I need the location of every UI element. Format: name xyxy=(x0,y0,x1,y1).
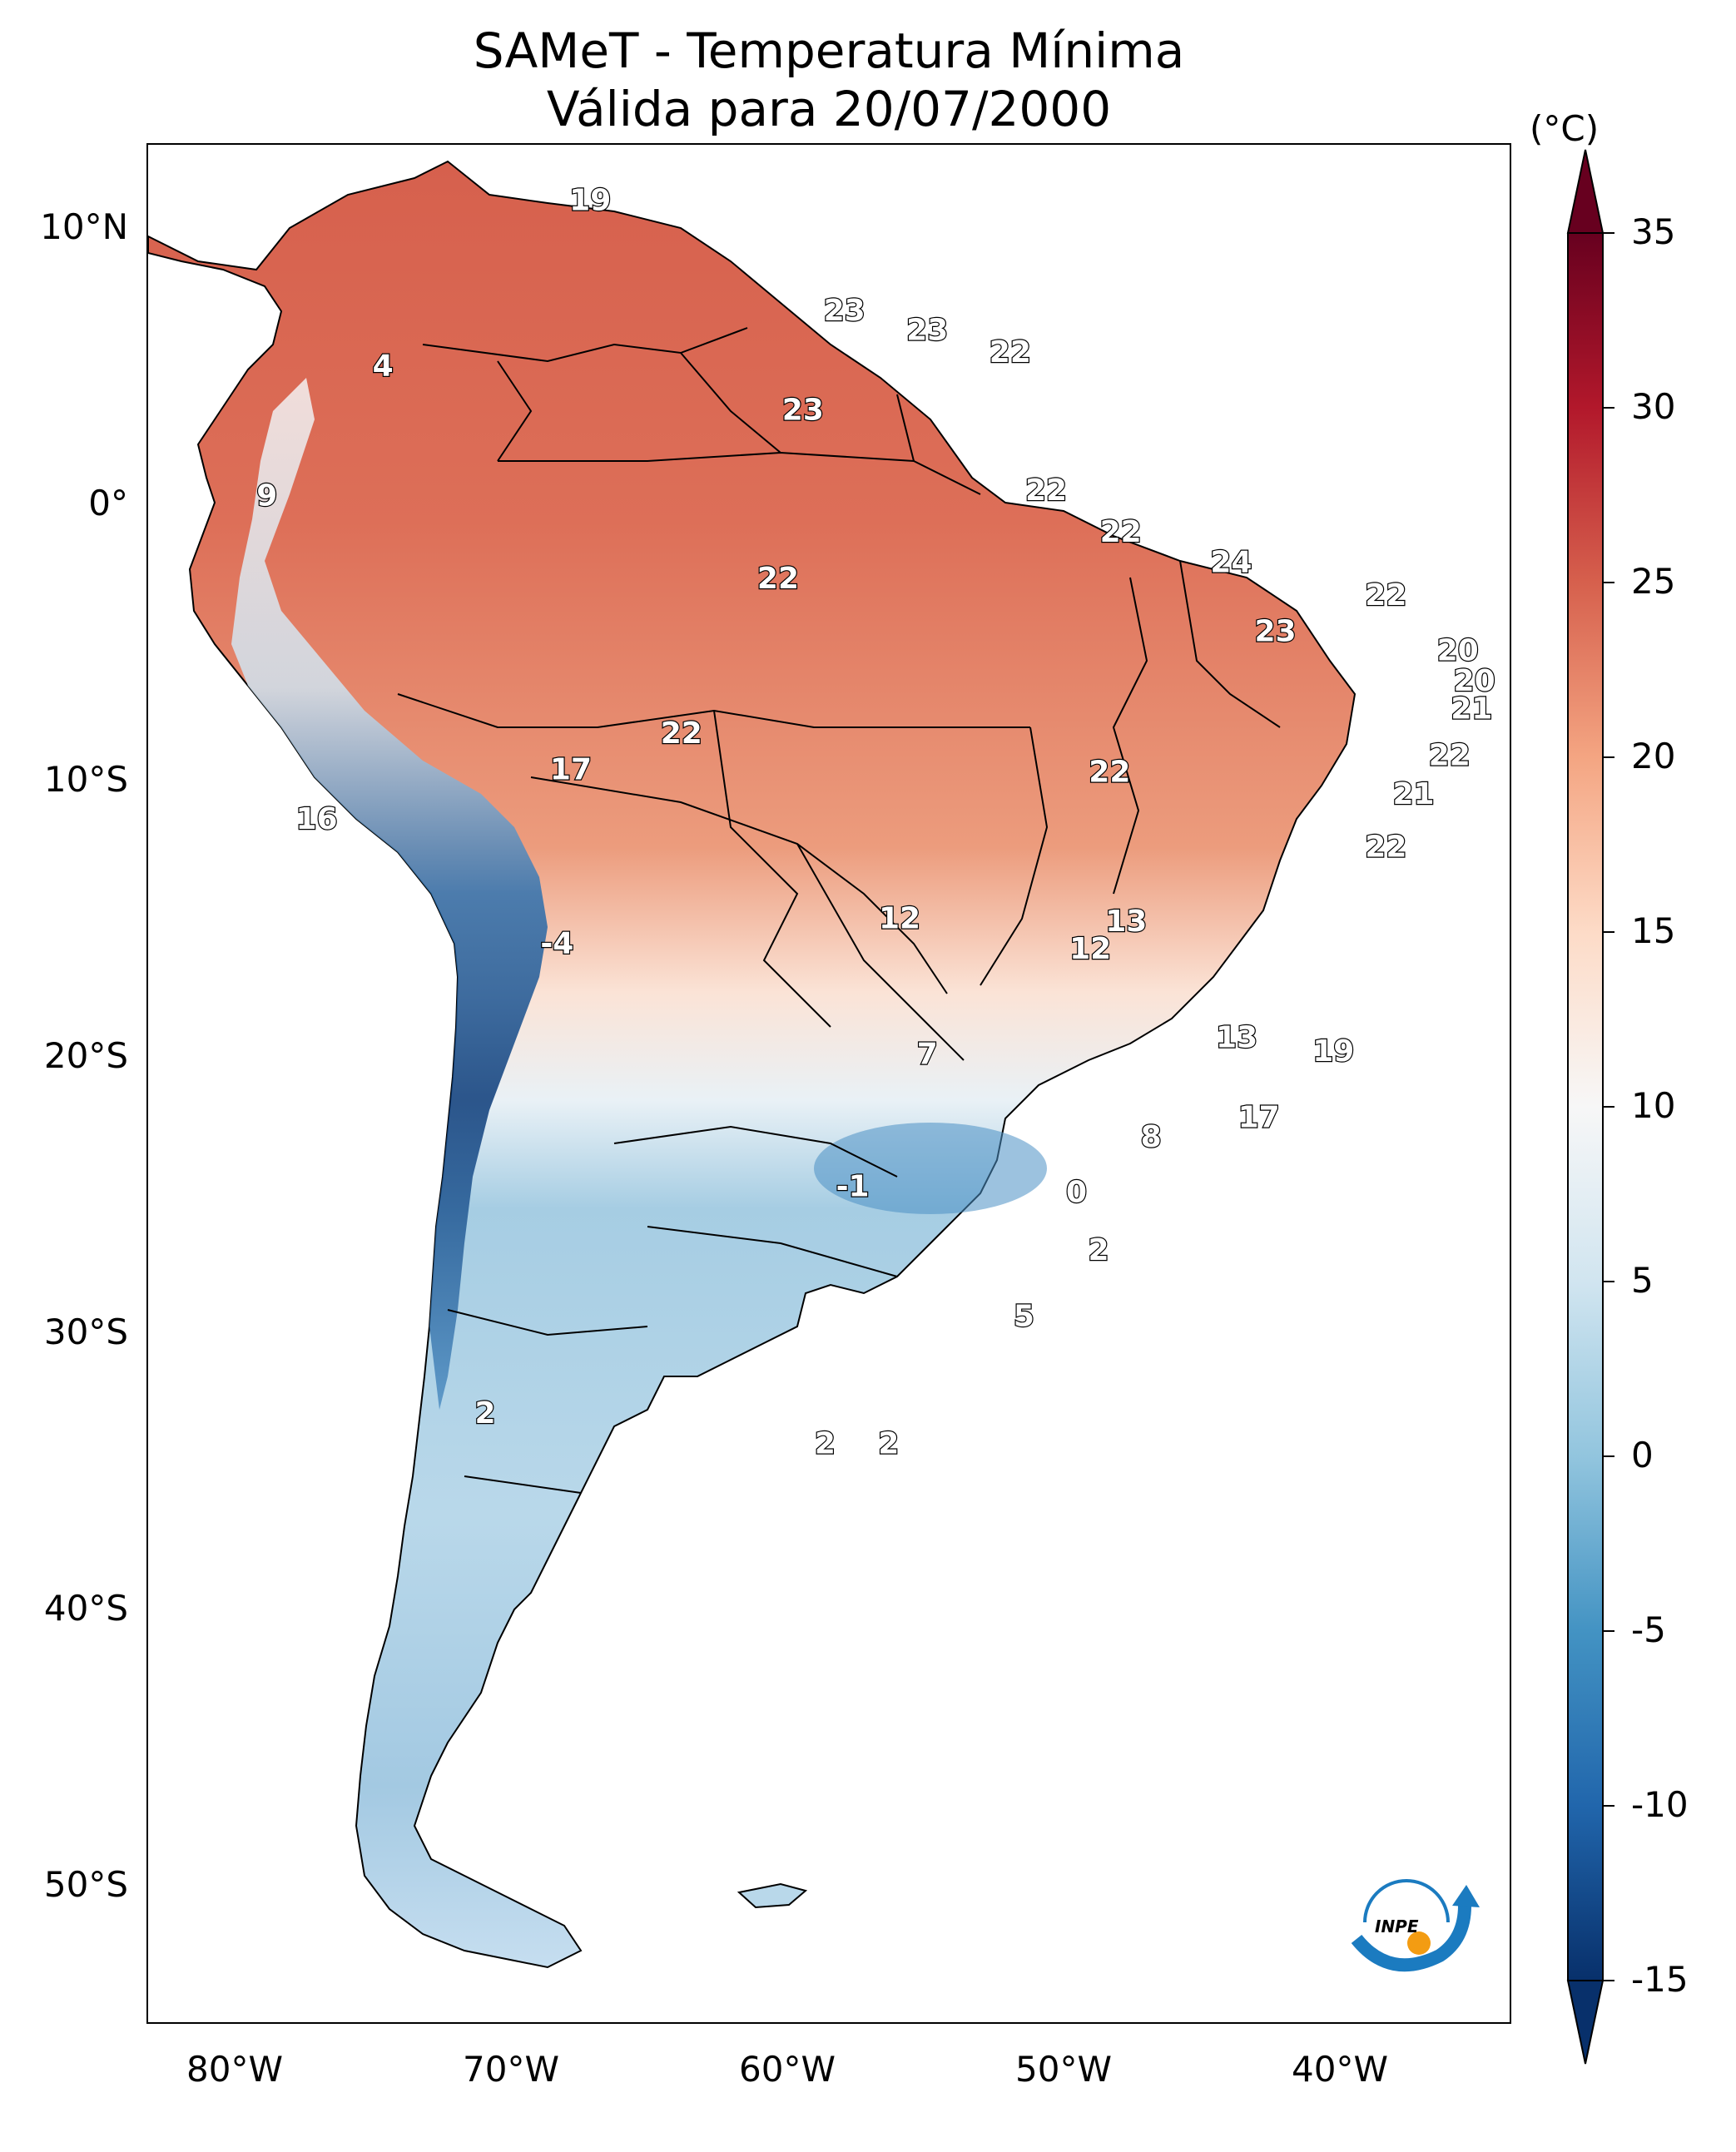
colorbar-tick-label: 20 xyxy=(1631,736,1676,776)
colorbar-tick-label: 30 xyxy=(1631,386,1676,427)
station-value-label: 22 xyxy=(757,562,799,596)
svg-text:INPE: INPE xyxy=(1375,1916,1419,1936)
station-value-label: 7 xyxy=(917,1037,938,1071)
station-value-label: 9 xyxy=(256,479,277,513)
station-value-label: 22 xyxy=(1100,515,1142,549)
station-value-label: 0 xyxy=(1066,1175,1087,1209)
station-value-label: 17 xyxy=(550,752,592,786)
southern-brazil-cold-patch xyxy=(814,1123,1047,1214)
station-value-label: 19 xyxy=(1312,1034,1354,1069)
station-value-label: 8 xyxy=(1141,1120,1162,1154)
lon-tick-label: 70°W xyxy=(463,2049,559,2090)
station-value-label: 5 xyxy=(1014,1300,1034,1334)
station-value-label: 2 xyxy=(475,1396,496,1431)
lon-tick-label: 80°W xyxy=(186,2049,283,2090)
colorbar xyxy=(1566,149,1614,2065)
colorbar-tick-label: -10 xyxy=(1631,1784,1689,1825)
station-value-label: -1 xyxy=(836,1170,870,1204)
station-value-label: 22 xyxy=(1365,830,1406,864)
inpe-logo: INPE xyxy=(1351,1879,1480,1972)
station-value-label: 22 xyxy=(990,335,1031,369)
map-title: SAMeT - Temperatura Mínima Válida para 2… xyxy=(146,22,1511,138)
station-value-label: 2 xyxy=(878,1426,899,1460)
lat-tick-label: 50°S xyxy=(43,1864,128,1905)
political-boundaries xyxy=(397,327,1281,1494)
colorbar-tick-label: 35 xyxy=(1631,211,1676,252)
station-value-label: 2 xyxy=(1089,1233,1109,1267)
station-value-label: 23 xyxy=(906,313,948,347)
station-value-label: 22 xyxy=(1089,756,1130,790)
lat-tick-label: 10°S xyxy=(43,759,128,800)
station-value-label: 4 xyxy=(373,350,394,384)
colorbar-tick-label: 10 xyxy=(1631,1085,1676,1126)
colorbar-tick-label: 15 xyxy=(1631,910,1676,951)
title-line-1: SAMeT - Temperatura Mínima xyxy=(473,22,1185,79)
station-value-label: 2 xyxy=(815,1426,836,1460)
station-value-label: 21 xyxy=(1393,777,1435,811)
station-value-label: 16 xyxy=(295,802,337,836)
lon-tick-label: 60°W xyxy=(739,2049,836,2090)
lat-tick-label: 30°S xyxy=(43,1312,128,1352)
station-value-label: 22 xyxy=(1365,578,1406,612)
station-value-label: 13 xyxy=(1216,1020,1257,1054)
station-value-label: 17 xyxy=(1238,1101,1280,1135)
lon-tick-label: 50°W xyxy=(1015,2049,1112,2090)
colorbar-top-extend xyxy=(1566,149,1605,234)
station-value-label: 22 xyxy=(1429,739,1471,773)
station-value-label: 23 xyxy=(824,294,866,328)
colorbar-tick-label: -5 xyxy=(1631,1609,1666,1650)
station-value-label: 12 xyxy=(1069,932,1111,966)
south-america-land xyxy=(148,160,1357,1969)
station-value-label: 24 xyxy=(1210,545,1252,579)
colorbar-tick-label: 0 xyxy=(1631,1435,1654,1475)
station-value-label: 21 xyxy=(1451,692,1492,726)
lat-tick-label: 0° xyxy=(88,483,128,523)
colorbar-tick-label: -15 xyxy=(1631,1959,1689,2000)
station-value-label: 22 xyxy=(1025,474,1067,508)
lon-tick-label: 40°W xyxy=(1292,2049,1388,2090)
lat-tick-label: 20°S xyxy=(43,1035,128,1076)
colorbar-unit: (°C) xyxy=(1530,108,1600,149)
station-value-label: 20 xyxy=(1437,634,1479,668)
station-value-label: 19 xyxy=(569,183,611,217)
lat-tick-label: 10°N xyxy=(40,206,128,247)
title-line-2: Válida para 20/07/2000 xyxy=(546,81,1112,137)
station-value-label: 22 xyxy=(661,717,702,751)
falkland-islands xyxy=(737,1882,808,1909)
colorbar-bottom-extend xyxy=(1566,1980,1605,2065)
colorbar-tick-label: 25 xyxy=(1631,561,1676,602)
station-value-label: 23 xyxy=(782,394,824,428)
station-value-label: 12 xyxy=(879,902,920,936)
station-value-label: -4 xyxy=(540,926,573,960)
colorbar-tick-label: 5 xyxy=(1631,1260,1654,1301)
lat-tick-label: 40°S xyxy=(43,1588,128,1629)
station-value-label: 20 xyxy=(1454,664,1495,698)
map-panel: 19 4 23 23 22 23 9 22 22 24 22 22 23 20 20 21 22 17 22 22 21… xyxy=(146,143,1511,2024)
station-value-label: 13 xyxy=(1105,905,1147,939)
colorbar-body xyxy=(1567,232,1604,1981)
station-value-label: 23 xyxy=(1255,614,1297,648)
andes-cold-band xyxy=(231,378,548,1410)
